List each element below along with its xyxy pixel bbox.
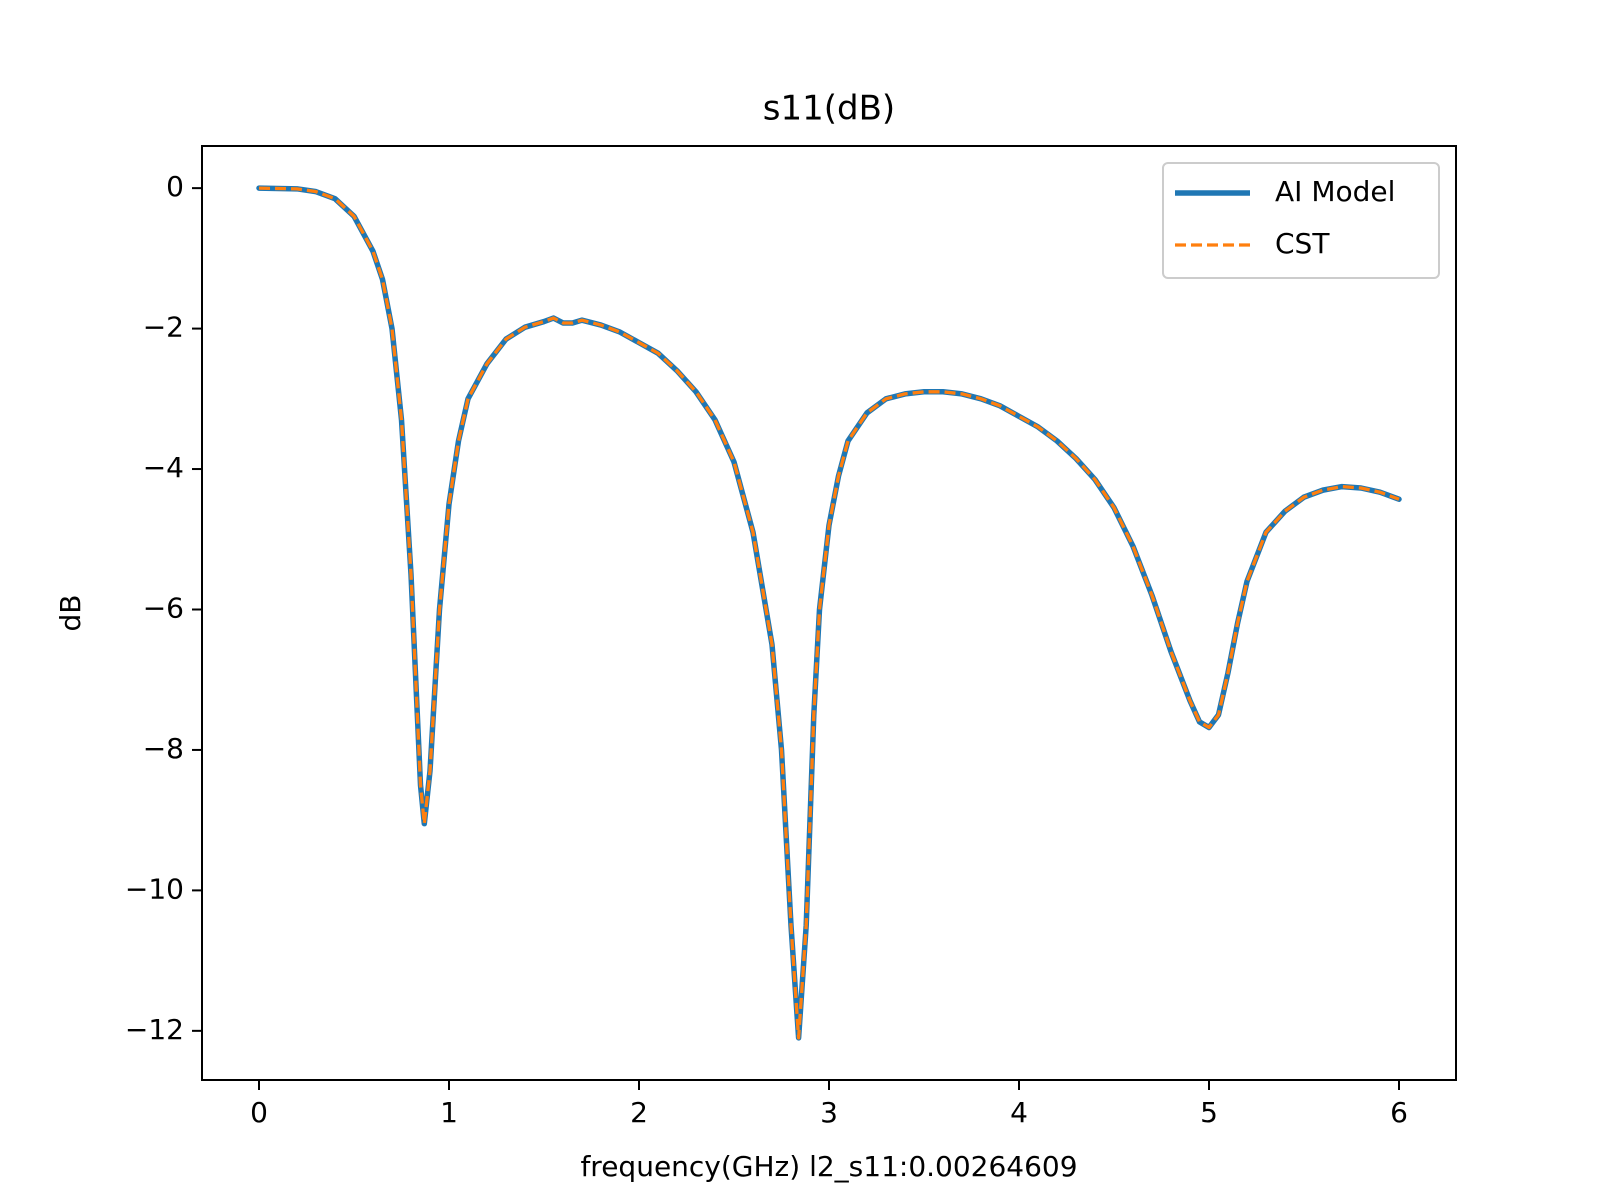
y-tick-label: −12	[125, 1013, 184, 1046]
series-line	[258, 186, 1400, 1040]
y-tick-label: −2	[143, 311, 184, 344]
chart-title: s11(dB)	[763, 89, 895, 129]
y-tick-label: −8	[143, 732, 184, 765]
legend-label: AI Model	[1275, 175, 1395, 208]
y-tick-label: 0	[166, 170, 184, 203]
x-tick-label: 5	[1200, 1096, 1218, 1129]
x-tick-label: 2	[630, 1096, 648, 1129]
x-tick-label: 4	[1010, 1096, 1028, 1129]
x-tick-label: 3	[820, 1096, 838, 1129]
x-tick-label: 6	[1390, 1096, 1408, 1129]
x-tick-label: 0	[250, 1096, 268, 1129]
y-axis-label: dB	[54, 595, 87, 632]
plot-frame	[201, 145, 1457, 1081]
x-axis-label: frequency(GHz) l2_s11:0.00264609	[580, 1150, 1077, 1183]
series-line	[256, 185, 1402, 1041]
x-tick-label: 1	[440, 1096, 458, 1129]
y-tick-label: −6	[143, 591, 184, 624]
legend-label: CST	[1275, 227, 1330, 260]
y-tick-label: −10	[125, 872, 184, 905]
y-tick-label: −4	[143, 451, 184, 484]
